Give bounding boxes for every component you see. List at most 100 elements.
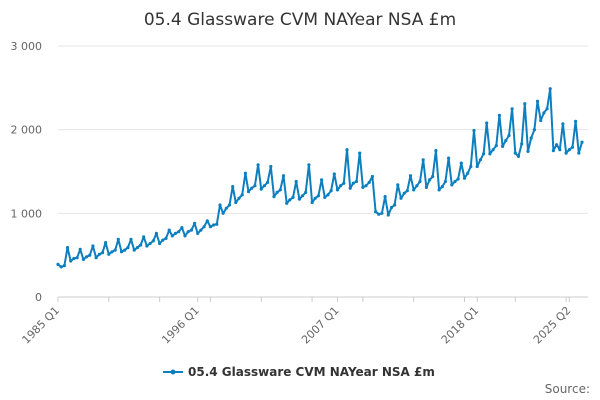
data-point[interactable] [272,195,276,199]
data-point[interactable] [345,148,349,152]
data-point[interactable] [129,237,133,241]
data-point[interactable] [237,196,241,200]
data-point[interactable] [154,231,158,235]
data-point[interactable] [221,211,225,215]
data-point[interactable] [526,149,530,153]
data-point[interactable] [412,188,416,192]
data-point[interactable] [186,230,190,234]
data-point[interactable] [462,176,467,180]
data-point[interactable] [62,264,66,268]
data-point[interactable] [529,136,533,140]
data-point[interactable] [151,239,155,243]
data-point[interactable] [173,231,178,235]
data-point[interactable] [126,246,130,250]
data-point[interactable] [374,210,378,214]
data-point[interactable] [278,188,282,192]
data-point[interactable] [142,235,146,239]
data-point[interactable] [88,253,92,257]
data-point[interactable] [523,102,527,106]
data-point[interactable] [85,255,89,259]
data-point[interactable] [256,163,260,167]
data-point[interactable] [183,234,187,238]
data-point[interactable] [81,257,85,261]
series-line[interactable] [57,87,583,268]
data-point[interactable] [580,140,584,144]
data-point[interactable] [227,203,232,207]
data-point[interactable] [180,226,184,230]
data-point[interactable] [389,205,394,210]
data-point[interactable] [189,228,193,232]
data-point[interactable] [240,193,244,197]
data-point[interactable] [450,183,454,187]
data-point[interactable] [437,188,441,192]
data-point[interactable] [351,181,355,185]
data-point[interactable] [199,228,203,232]
data-point[interactable] [91,244,95,248]
data-point[interactable] [148,241,152,246]
data-point[interactable] [69,259,73,263]
data-point[interactable] [396,183,400,187]
data-point[interactable] [504,138,508,143]
data-point[interactable] [215,222,219,226]
data-point[interactable] [399,196,403,200]
data-point[interactable] [402,191,406,195]
data-point[interactable] [304,190,308,194]
data-point[interactable] [56,262,60,266]
data-point[interactable] [135,246,139,250]
data-point[interactable] [507,133,511,138]
data-point[interactable] [297,197,301,201]
data-point[interactable] [535,99,540,103]
data-point[interactable] [482,152,486,156]
data-point[interactable] [291,195,295,199]
data-point[interactable] [364,184,368,188]
data-point[interactable] [94,256,98,260]
data-point[interactable] [516,154,521,158]
data-point[interactable] [539,118,543,123]
data-point[interactable] [354,179,359,184]
data-point[interactable] [377,212,381,216]
data-point[interactable] [561,122,565,126]
data-point[interactable] [342,181,346,185]
data-point[interactable] [208,225,212,229]
data-point[interactable] [78,247,82,251]
data-point[interactable] [158,241,162,246]
data-point[interactable] [469,164,473,169]
data-point[interactable] [170,234,174,238]
data-point[interactable] [262,184,266,188]
data-point[interactable] [564,151,568,155]
data-point[interactable] [567,148,571,152]
legend-label[interactable]: 05.4 Glassware CVM NAYear NSA £m [188,365,435,379]
data-point[interactable] [110,250,114,254]
data-point[interactable] [386,213,390,217]
data-point[interactable] [551,149,556,153]
data-point[interactable] [393,203,397,207]
data-point[interactable] [132,248,136,252]
data-point[interactable] [459,161,463,165]
data-point[interactable] [447,156,451,160]
data-point[interactable] [497,113,501,117]
data-point[interactable] [97,252,101,256]
data-point[interactable] [466,171,470,175]
data-point[interactable] [453,179,457,184]
data-point[interactable] [246,190,251,194]
data-point[interactable] [545,107,549,111]
data-point[interactable] [205,219,209,223]
data-point[interactable] [323,195,327,199]
data-point[interactable] [472,128,476,133]
data-point[interactable] [320,178,324,182]
data-point[interactable] [332,172,336,176]
data-point[interactable] [72,256,76,261]
data-point[interactable] [405,189,409,193]
data-point[interactable] [275,190,279,194]
data-point[interactable] [339,184,343,188]
data-point[interactable] [164,236,168,240]
data-point[interactable] [113,248,117,252]
source-credit[interactable]: Source: [545,382,590,396]
data-point[interactable] [494,144,498,148]
data-point[interactable] [316,194,320,198]
data-point[interactable] [577,151,581,155]
data-point[interactable] [104,241,108,245]
data-point[interactable] [294,179,298,184]
data-point[interactable] [488,152,492,156]
data-point[interactable] [243,171,247,175]
